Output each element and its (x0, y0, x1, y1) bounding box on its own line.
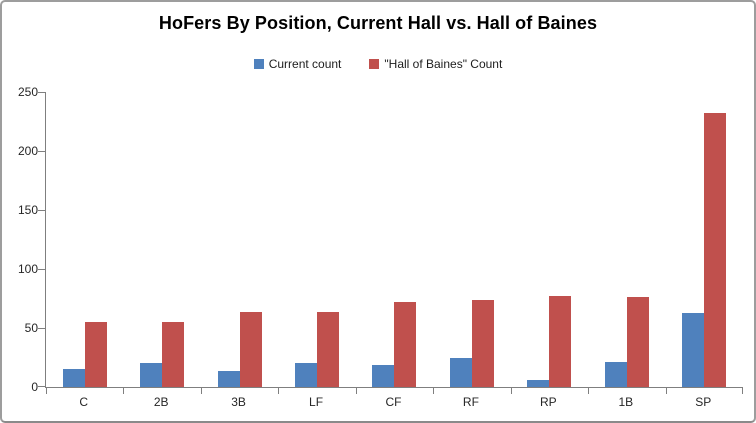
x-axis-tick (433, 388, 435, 394)
x-tick-label-lf: LF (309, 395, 324, 409)
x-axis-tick (355, 388, 357, 394)
y-tick-label: 50 (24, 321, 38, 335)
bar-lf (317, 311, 340, 387)
legend-swatch-blue-icon (253, 59, 264, 69)
bar-2b (140, 363, 163, 387)
bar-1b (626, 297, 649, 387)
plot-area (38, 92, 743, 394)
category-group-lf (278, 92, 355, 387)
category-group-c (46, 92, 123, 387)
x-tick-label-sp: SP (695, 395, 712, 409)
x-tick-label-cf: CF (385, 395, 402, 409)
legend-label-hall-of-baines-count: "Hall of Baines" Count (384, 57, 503, 71)
y-axis-tick (38, 269, 45, 270)
y-axis-tick (38, 92, 45, 93)
chart-title: HoFers By Position, Current Hall vs. Hal… (158, 13, 598, 33)
bar-sp (704, 113, 727, 387)
bar-sp (682, 312, 705, 387)
category-group-cf (356, 92, 433, 387)
category-group-1b (588, 92, 665, 387)
x-axis-tick (46, 388, 47, 394)
bar-1b (604, 362, 627, 387)
x-axis-labels: C 2B 3B LF CF RF RP 1B SP (45, 395, 742, 409)
bar-rf (471, 299, 494, 387)
x-axis-tick (123, 388, 125, 394)
y-tick-label: 0 (31, 380, 38, 394)
x-tick-label-2b: 2B (153, 395, 169, 409)
bar-2b (162, 322, 185, 387)
category-group-sp (666, 92, 743, 387)
category-group-rp (511, 92, 588, 387)
bar-c (84, 322, 107, 387)
bar-3b (239, 311, 262, 387)
legend-label-current-count: Current count (268, 57, 342, 71)
y-tick-label: 150 (17, 203, 38, 217)
y-axis-tick (38, 151, 45, 152)
x-tick-label-c: C (79, 395, 89, 409)
bar-lf (295, 363, 318, 387)
x-tick-label-rp: RP (540, 395, 557, 409)
bar-c (62, 369, 85, 387)
x-tick-label-rf: RF (462, 395, 479, 409)
bar-cf (394, 302, 417, 387)
x-axis-tick (588, 388, 590, 394)
legend: Current count "Hall of Baines" Count (2, 57, 754, 71)
bar-rp (527, 379, 550, 387)
legend-item-current-count: Current count (253, 57, 342, 71)
bar-3b (217, 370, 240, 387)
legend-item-hall-of-baines-count: "Hall of Baines" Count (369, 57, 502, 71)
y-axis-labels: 0 50 100 150 200 250 (2, 85, 38, 394)
x-axis-tick (665, 388, 667, 394)
category-group-3b (201, 92, 278, 387)
category-group-rf (433, 92, 510, 387)
y-axis-tick (38, 386, 45, 387)
x-tick-label-1b: 1B (618, 395, 634, 409)
category-group-2b (123, 92, 200, 387)
x-axis-tick (200, 388, 202, 394)
y-tick-label: 100 (17, 262, 38, 276)
x-axis-tick (278, 388, 280, 394)
bars-row (46, 92, 743, 387)
x-tick-label-3b: 3B (231, 395, 246, 409)
x-axis-tick (742, 388, 743, 394)
y-axis-tick (38, 328, 45, 329)
y-tick-label: 250 (17, 85, 38, 99)
bar-rf (449, 357, 472, 387)
y-tick-label: 200 (17, 144, 38, 158)
legend-swatch-red-icon (369, 59, 380, 69)
bar-rp (549, 296, 572, 387)
bar-cf (372, 364, 395, 387)
x-axis-tick (510, 388, 512, 394)
y-axis-tick (38, 210, 45, 211)
